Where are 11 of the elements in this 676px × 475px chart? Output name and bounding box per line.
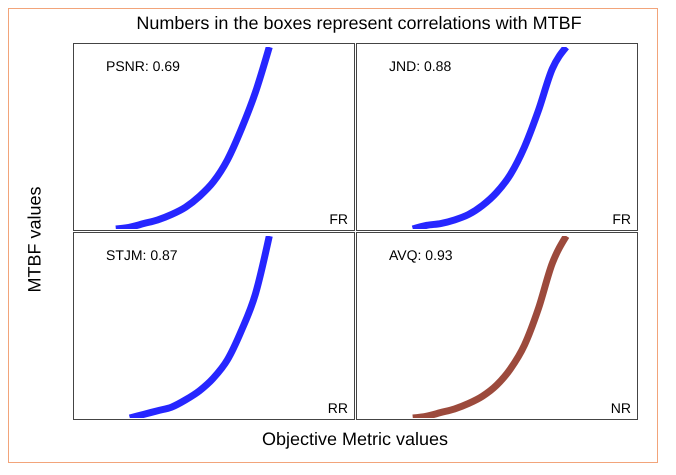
annotation: PSNR: 0.69: [104, 58, 182, 74]
chart-title: Numbers in the boxes represent correlations with MTBF: [135, 13, 583, 34]
annotation: FR: [612, 211, 631, 227]
annotation: JND: 0.88: [387, 58, 454, 74]
annotation: NR: [610, 400, 631, 416]
annotation: STJM: 0.87: [104, 247, 180, 263]
y-axis-title: MTBF values: [24, 185, 46, 295]
annotation: RR: [328, 400, 348, 416]
annotation: AVQ: 0.93: [387, 247, 455, 263]
annotation: FR: [329, 211, 348, 227]
x-axis-title: Objective Metric values: [260, 429, 450, 450]
